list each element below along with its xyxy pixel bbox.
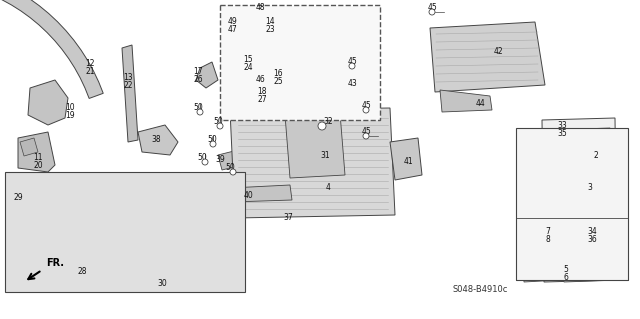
- Text: 18: 18: [257, 86, 267, 95]
- Circle shape: [363, 107, 369, 113]
- Polygon shape: [522, 252, 560, 282]
- Text: 50: 50: [193, 103, 203, 113]
- Text: 20: 20: [33, 161, 43, 170]
- Text: 48: 48: [255, 4, 265, 12]
- Bar: [5, 172, 245, 292]
- Polygon shape: [0, 0, 103, 99]
- Text: 22: 22: [124, 81, 132, 91]
- Text: 30: 30: [157, 278, 167, 287]
- Text: 31: 31: [320, 151, 330, 160]
- Polygon shape: [232, 18, 295, 80]
- Text: 41: 41: [403, 158, 413, 167]
- Text: FR.: FR.: [46, 258, 64, 268]
- Text: 44: 44: [475, 100, 485, 108]
- Text: 42: 42: [493, 48, 503, 56]
- Text: 25: 25: [273, 78, 283, 86]
- Text: 12: 12: [85, 60, 95, 69]
- Text: 34: 34: [587, 227, 597, 236]
- Circle shape: [349, 63, 355, 69]
- Text: 37: 37: [283, 213, 293, 222]
- Bar: [220, 5, 380, 120]
- Bar: [516, 128, 628, 280]
- Text: 32: 32: [323, 117, 333, 127]
- Polygon shape: [20, 138, 38, 156]
- Text: 29: 29: [13, 194, 23, 203]
- Text: 38: 38: [151, 136, 161, 145]
- Text: S048-B4910c: S048-B4910c: [452, 286, 508, 294]
- Text: 4: 4: [326, 183, 330, 192]
- Text: 40: 40: [243, 191, 253, 201]
- Circle shape: [210, 141, 216, 147]
- Circle shape: [197, 109, 203, 115]
- Text: 50: 50: [197, 153, 207, 162]
- Text: 50: 50: [225, 164, 235, 173]
- Polygon shape: [548, 165, 615, 202]
- Text: 15: 15: [243, 56, 253, 64]
- Text: 24: 24: [243, 63, 253, 72]
- Polygon shape: [390, 138, 422, 180]
- Polygon shape: [18, 132, 55, 172]
- Polygon shape: [244, 55, 260, 72]
- Polygon shape: [218, 150, 242, 170]
- Text: 10: 10: [65, 103, 75, 113]
- Text: 6: 6: [564, 273, 568, 283]
- Text: 45: 45: [361, 128, 371, 137]
- Text: 45: 45: [347, 57, 357, 66]
- Polygon shape: [542, 118, 617, 282]
- Polygon shape: [122, 45, 138, 142]
- Text: 19: 19: [65, 112, 75, 121]
- Bar: [516, 218, 628, 280]
- Polygon shape: [548, 128, 612, 162]
- Polygon shape: [562, 222, 620, 250]
- Text: 35: 35: [557, 130, 567, 138]
- Polygon shape: [138, 125, 178, 155]
- Circle shape: [318, 122, 326, 130]
- Circle shape: [230, 169, 236, 175]
- Polygon shape: [270, 65, 284, 82]
- Text: 45: 45: [361, 101, 371, 110]
- Text: 21: 21: [85, 68, 95, 77]
- Circle shape: [429, 9, 435, 15]
- Polygon shape: [196, 62, 218, 88]
- Text: 23: 23: [265, 26, 275, 34]
- Text: 36: 36: [587, 235, 597, 244]
- Text: 16: 16: [273, 70, 283, 78]
- Circle shape: [202, 159, 208, 165]
- Polygon shape: [28, 80, 68, 125]
- Polygon shape: [440, 90, 492, 112]
- Text: 17: 17: [193, 68, 203, 77]
- Text: 43: 43: [347, 79, 357, 88]
- Text: 50: 50: [207, 136, 217, 145]
- Text: 45: 45: [427, 4, 437, 12]
- Text: 11: 11: [33, 153, 43, 162]
- Circle shape: [363, 133, 369, 139]
- Polygon shape: [430, 22, 545, 92]
- Text: 50: 50: [213, 117, 223, 127]
- Text: 5: 5: [564, 265, 568, 275]
- Text: 27: 27: [257, 94, 267, 103]
- Polygon shape: [522, 220, 560, 250]
- Polygon shape: [230, 185, 292, 202]
- Polygon shape: [285, 113, 345, 178]
- Text: 2: 2: [594, 152, 598, 160]
- Text: 33: 33: [557, 122, 567, 130]
- Text: 28: 28: [77, 268, 87, 277]
- Text: 46: 46: [255, 76, 265, 85]
- Text: 13: 13: [123, 73, 133, 83]
- Text: 3: 3: [588, 183, 593, 192]
- Circle shape: [217, 123, 223, 129]
- Text: 47: 47: [228, 26, 238, 34]
- Text: 39: 39: [215, 155, 225, 165]
- Text: 26: 26: [193, 76, 203, 85]
- Text: 7: 7: [545, 227, 550, 236]
- Text: 14: 14: [265, 18, 275, 26]
- Polygon shape: [342, 62, 368, 106]
- Polygon shape: [258, 74, 268, 84]
- Text: 8: 8: [546, 235, 550, 244]
- Text: 49: 49: [228, 18, 238, 26]
- Polygon shape: [230, 108, 395, 218]
- Polygon shape: [562, 252, 620, 282]
- Polygon shape: [224, 12, 258, 42]
